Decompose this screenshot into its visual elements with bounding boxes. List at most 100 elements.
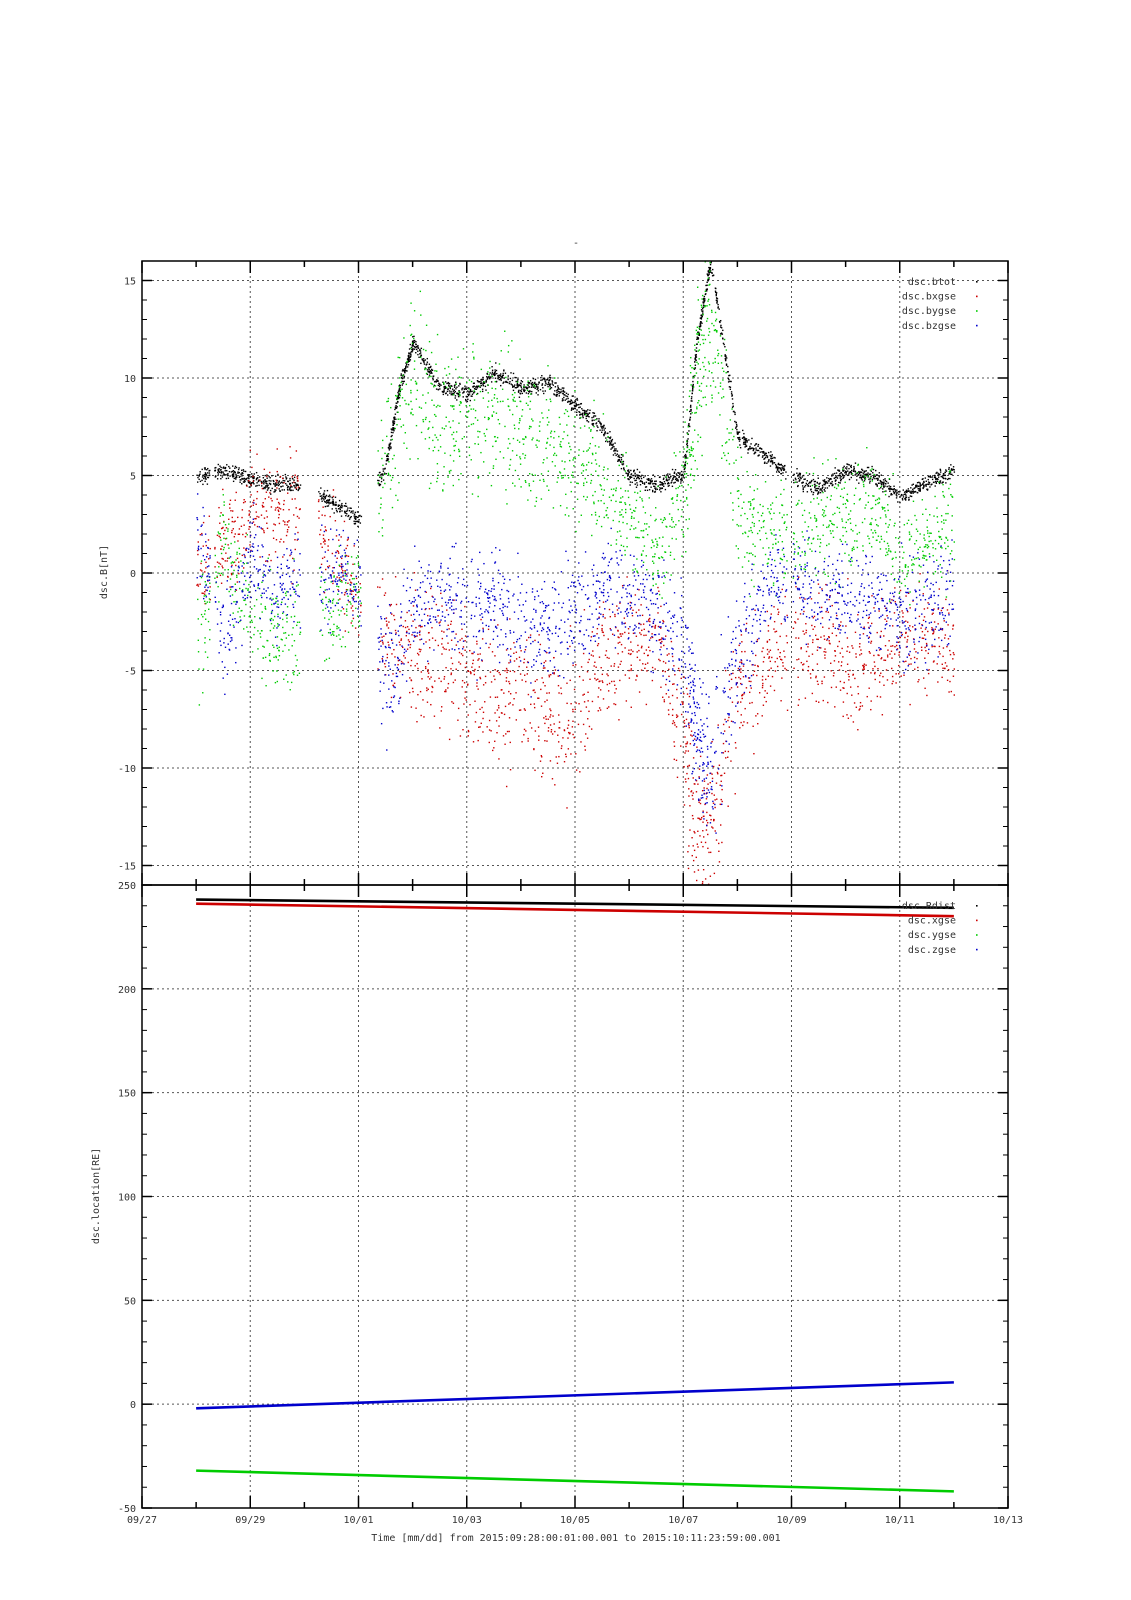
- data-point: [776, 657, 778, 660]
- data-point: [452, 390, 455, 392]
- data-point: [640, 669, 643, 671]
- data-point: [847, 578, 849, 580]
- data-point: [241, 516, 243, 519]
- data-point: [572, 408, 574, 410]
- data-point: [933, 631, 935, 633]
- data-point: [230, 572, 233, 575]
- data-point: [600, 425, 602, 428]
- data-point: [381, 636, 383, 638]
- data-point: [446, 382, 448, 385]
- data-point: [289, 489, 292, 492]
- data-point: [417, 693, 419, 696]
- data-point: [360, 602, 362, 604]
- data-point: [945, 598, 947, 601]
- data-point: [378, 479, 380, 482]
- data-point: [345, 610, 348, 613]
- data-point: [685, 718, 688, 721]
- data-point: [503, 370, 505, 372]
- data-point: [380, 503, 382, 506]
- data-point: [415, 343, 417, 346]
- data-point: [387, 400, 389, 402]
- data-point: [205, 594, 207, 597]
- data-point: [226, 473, 229, 475]
- data-point: [891, 657, 893, 659]
- data-point: [523, 661, 525, 664]
- data-point: [710, 262, 712, 264]
- data-point: [446, 390, 449, 393]
- data-point: [534, 769, 536, 772]
- data-point: [430, 371, 433, 374]
- data-point: [228, 470, 231, 473]
- data-point: [297, 484, 299, 487]
- data-point: [734, 411, 736, 414]
- data-point: [412, 605, 415, 607]
- data-point: [727, 377, 730, 380]
- data-point: [578, 406, 580, 409]
- data-point: [925, 642, 928, 645]
- data-point: [419, 356, 422, 359]
- data-point: [651, 480, 653, 483]
- series-points: [197, 261, 956, 706]
- data-point: [610, 441, 613, 443]
- data-point: [321, 557, 324, 560]
- data-point: [345, 505, 348, 508]
- data-point: [263, 483, 265, 485]
- data-point: [728, 386, 731, 388]
- data-point: [727, 370, 729, 373]
- data-point: [757, 454, 760, 457]
- data-point: [822, 486, 824, 488]
- data-point: [848, 478, 851, 481]
- data-point: [462, 729, 464, 731]
- data-point: [238, 467, 240, 469]
- data-point: [453, 408, 455, 410]
- data-point: [587, 661, 589, 664]
- data-point: [284, 521, 286, 523]
- data-point: [891, 675, 894, 678]
- data-point: [398, 390, 400, 392]
- data-point: [539, 643, 542, 646]
- data-point: [557, 734, 559, 736]
- data-point: [793, 473, 795, 476]
- data-point: [451, 388, 454, 390]
- data-point: [348, 518, 351, 520]
- data-point: [267, 484, 269, 486]
- data-point: [278, 481, 280, 483]
- data-point: [434, 380, 437, 383]
- data-point: [216, 534, 219, 537]
- data-point: [876, 474, 878, 476]
- data-point: [743, 721, 745, 723]
- data-point: [648, 482, 650, 485]
- data-point: [709, 851, 712, 854]
- data-point: [292, 557, 294, 560]
- data-point: [745, 445, 748, 447]
- data-point: [569, 403, 571, 405]
- data-point: [663, 477, 665, 479]
- data-point: [661, 637, 663, 639]
- data-point: [843, 469, 845, 472]
- data-point: [538, 634, 540, 636]
- data-point: [229, 588, 232, 591]
- data-point: [638, 609, 640, 611]
- data-point: [727, 381, 730, 383]
- data-point: [677, 471, 679, 474]
- data-point: [572, 708, 574, 711]
- data-point: [667, 485, 670, 487]
- data-point: [298, 672, 301, 674]
- data-point: [587, 415, 589, 417]
- data-point: [523, 387, 525, 389]
- data-point: [762, 450, 765, 453]
- data-point: [464, 385, 466, 387]
- data-point: [509, 693, 512, 695]
- data-point: [912, 492, 915, 494]
- data-point: [247, 519, 250, 522]
- data-point: [198, 475, 200, 477]
- data-point: [923, 480, 925, 483]
- data-point: [484, 682, 487, 684]
- data-point: [724, 750, 727, 753]
- data-point: [596, 429, 598, 432]
- data-point: [638, 691, 641, 693]
- data-point: [491, 373, 493, 375]
- data-point: [673, 741, 675, 743]
- data-point: [694, 359, 697, 361]
- data-point: [358, 591, 360, 593]
